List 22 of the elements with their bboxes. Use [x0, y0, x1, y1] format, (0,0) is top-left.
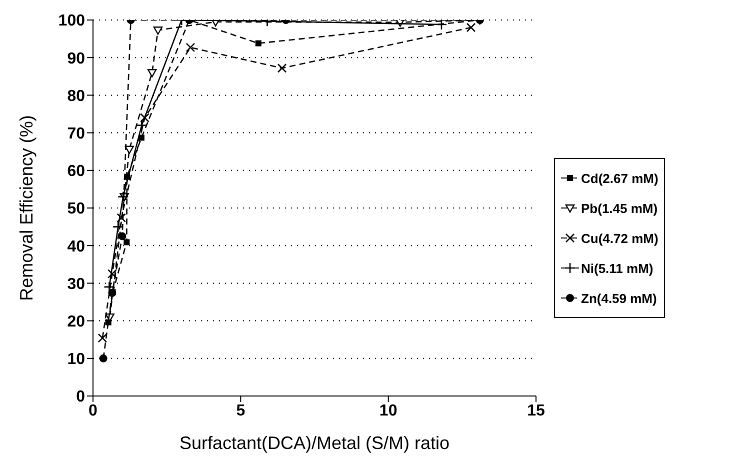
y-tick-label: 60 [67, 163, 86, 180]
x-axis-title: Surfactant(DCA)/Metal (S/M) ratio [179, 433, 450, 453]
x-tick-label: 10 [379, 402, 398, 420]
y-tick-label: 80 [67, 88, 86, 105]
y-tick-label: 10 [67, 351, 86, 368]
y-tick-label: 30 [67, 276, 86, 293]
x-tick-label: 0 [88, 402, 98, 420]
legend-label: Zn(4.59 mM) [581, 290, 657, 306]
y-axis-title: Removal Efficiency (%) [16, 115, 36, 301]
legend-label: Cd(2.67 mM) [581, 170, 658, 186]
legend-label: Ni(5.11 mM) [581, 260, 654, 276]
y-tick-label: 20 [67, 313, 86, 330]
y-tick-label: 50 [67, 200, 86, 218]
y-tick-label: 0 [76, 388, 86, 406]
y-tick-label: 40 [67, 238, 86, 256]
legend-label: Cu(4.72 mM) [581, 230, 658, 246]
x-tick-label: 5 [236, 402, 246, 420]
legend-label: Pb(1.45 mM) [581, 200, 658, 216]
y-tick-label: 70 [67, 125, 86, 142]
y-tick-label: 100 [58, 12, 86, 30]
x-tick-label: 15 [527, 402, 545, 420]
y-tick-label: 90 [67, 50, 86, 68]
